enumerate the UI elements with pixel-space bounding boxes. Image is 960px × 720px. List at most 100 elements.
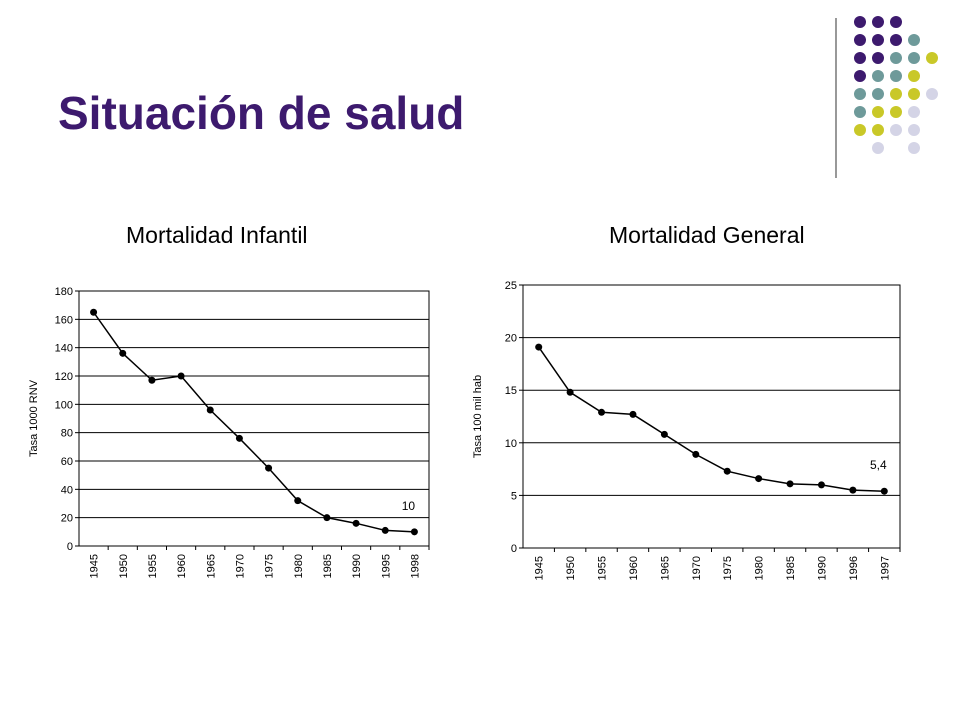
data-point bbox=[598, 408, 606, 416]
data-point bbox=[755, 475, 763, 483]
x-tick-label: 1950 bbox=[118, 554, 130, 578]
data-point bbox=[177, 372, 185, 380]
general-mortality-chart: 0 5 10 15 20 25 1945 1950 1955 1960 1965 1970 1975 19… bbox=[472, 280, 901, 580]
x-tick-label: 1998 bbox=[409, 554, 421, 578]
data-point bbox=[629, 410, 637, 418]
plot-frame bbox=[78, 290, 430, 547]
x-tick-label: 1950 bbox=[565, 556, 577, 580]
data-point bbox=[265, 464, 273, 472]
deco-dot bbox=[908, 142, 920, 154]
data-point bbox=[235, 434, 243, 442]
plot-frame bbox=[522, 284, 901, 549]
x-tick-label: 1960 bbox=[628, 556, 640, 580]
y-tick-label: 25 bbox=[505, 280, 517, 292]
deco-dot bbox=[908, 34, 920, 46]
y-axis-title: Tasa 100 mil hab bbox=[472, 375, 484, 458]
y-tick-label: 60 bbox=[61, 456, 73, 468]
data-point bbox=[381, 526, 389, 534]
x-tick-label: 1980 bbox=[293, 554, 305, 578]
data-point bbox=[119, 349, 127, 357]
data-annotation: 10 bbox=[402, 499, 416, 513]
deco-dot bbox=[890, 34, 902, 46]
deco-dot bbox=[872, 106, 884, 118]
x-tick-label: 1955 bbox=[147, 554, 159, 578]
data-point bbox=[90, 308, 98, 316]
infant-mortality-chart: 0 20 40 60 80 100 120 140 160 180 1945 1950 1955 1960… bbox=[28, 286, 430, 578]
deco-dot bbox=[926, 52, 938, 64]
deco-dot bbox=[854, 124, 866, 136]
y-tick-label: 100 bbox=[55, 399, 73, 411]
deco-dot bbox=[872, 34, 884, 46]
x-tick-label: 1985 bbox=[322, 554, 334, 578]
data-point bbox=[692, 450, 700, 458]
y-tick-label: 80 bbox=[61, 428, 73, 440]
deco-dot bbox=[890, 88, 902, 100]
y-tick-label: 0 bbox=[511, 543, 517, 555]
x-tick-label: 1965 bbox=[659, 556, 671, 580]
x-tick-label: 1970 bbox=[691, 556, 703, 580]
deco-dot bbox=[872, 88, 884, 100]
data-point bbox=[723, 467, 731, 475]
series-line bbox=[538, 346, 885, 492]
data-point bbox=[294, 497, 302, 505]
x-tick-label: 1945 bbox=[89, 554, 101, 578]
data-point bbox=[206, 406, 214, 414]
deco-dot bbox=[908, 88, 920, 100]
x-tick-label: 1990 bbox=[816, 556, 828, 580]
y-tick-label: 10 bbox=[505, 438, 517, 450]
x-tick-label: 1985 bbox=[785, 556, 797, 580]
x-tick-label: 1955 bbox=[597, 556, 609, 580]
y-tick-label: 120 bbox=[55, 371, 73, 383]
y-tick-label: 140 bbox=[55, 343, 73, 355]
data-point bbox=[148, 376, 156, 384]
x-tick-label: 1995 bbox=[380, 554, 392, 578]
deco-dot bbox=[854, 34, 866, 46]
x-tick-label: 1990 bbox=[351, 554, 363, 578]
x-tick-label: 1970 bbox=[234, 554, 246, 578]
x-tick-label: 1997 bbox=[879, 556, 891, 580]
deco-dot bbox=[872, 142, 884, 154]
deco-dot bbox=[854, 88, 866, 100]
y-axis-title: Tasa 1000 RNV bbox=[28, 379, 40, 457]
x-tick-label: 1975 bbox=[722, 556, 734, 580]
data-point bbox=[352, 519, 360, 527]
data-point bbox=[660, 430, 668, 438]
data-point bbox=[817, 481, 825, 489]
decorative-dot-grid bbox=[835, 16, 938, 178]
deco-dot bbox=[908, 124, 920, 136]
deco-dot bbox=[872, 16, 884, 28]
deco-dot bbox=[926, 88, 938, 100]
x-tick-label: 1965 bbox=[205, 554, 217, 578]
deco-dot bbox=[872, 70, 884, 82]
deco-dot bbox=[854, 106, 866, 118]
y-tick-label: 160 bbox=[55, 314, 73, 326]
deco-dot bbox=[872, 124, 884, 136]
data-annotation: 5,4 bbox=[870, 458, 887, 472]
deco-dot bbox=[854, 52, 866, 64]
y-tick-label: 20 bbox=[61, 513, 73, 525]
x-tick-label: 1996 bbox=[848, 556, 860, 580]
deco-dot bbox=[890, 52, 902, 64]
data-point bbox=[849, 486, 857, 494]
deco-dot bbox=[890, 106, 902, 118]
data-point bbox=[535, 343, 543, 351]
data-point bbox=[786, 480, 794, 488]
y-tick-label: 180 bbox=[55, 286, 73, 298]
y-tick-label: 0 bbox=[67, 541, 73, 553]
series-line bbox=[92, 311, 415, 533]
y-tick-label: 20 bbox=[505, 333, 517, 345]
deco-dot bbox=[908, 106, 920, 118]
deco-dot bbox=[890, 16, 902, 28]
data-point bbox=[566, 388, 574, 396]
x-tick-label: 1975 bbox=[264, 554, 276, 578]
y-tick-label: 5 bbox=[511, 490, 517, 502]
chart-heading-infant-mortality: Mortalidad Infantil bbox=[126, 222, 308, 248]
x-tick-label: 1960 bbox=[176, 554, 188, 578]
deco-dot bbox=[908, 70, 920, 82]
deco-dot bbox=[890, 124, 902, 136]
data-point bbox=[323, 514, 331, 522]
deco-dot bbox=[854, 70, 866, 82]
x-tick-label: 1980 bbox=[754, 556, 766, 580]
y-tick-label: 40 bbox=[61, 484, 73, 496]
deco-dot bbox=[908, 52, 920, 64]
